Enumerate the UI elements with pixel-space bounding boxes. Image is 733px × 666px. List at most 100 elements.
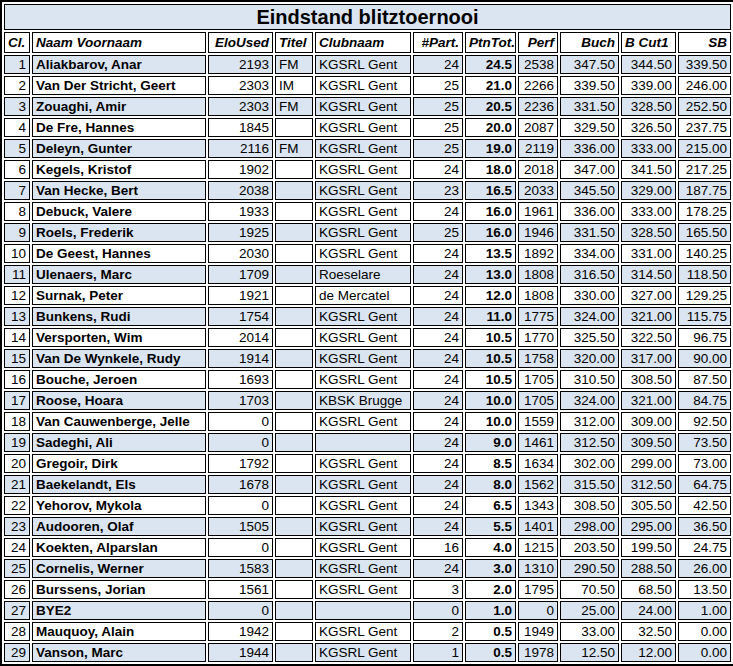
cell-perf: 2018 [518, 160, 558, 179]
cell-buch: 33.00 [560, 622, 619, 641]
cell-cl: 9 [4, 223, 30, 242]
cell-titel [275, 349, 313, 368]
cell-titel [275, 433, 313, 452]
cell-titel [275, 391, 313, 410]
cell-buch: 70.50 [560, 580, 619, 599]
table-row: 20Gregoir, Dirk1792KGSRL Gent248.5163430… [4, 454, 731, 473]
cell-part: 24 [413, 328, 463, 347]
table-row: 8Debuck, Valere1933KGSRL Gent2416.019613… [4, 202, 731, 221]
table-row: 21Baekelandt, Els1678KGSRL Gent248.01562… [4, 475, 731, 494]
cell-buch: 308.50 [560, 496, 619, 515]
cell-ptn: 3.0 [465, 559, 516, 578]
cell-part: 24 [413, 412, 463, 431]
cell-perf: 2538 [518, 55, 558, 74]
cell-name: Roels, Frederik [32, 223, 206, 242]
cell-club: KGSRL Gent [315, 202, 411, 221]
cell-name: Cornelis, Werner [32, 559, 206, 578]
cell-buch: 347.50 [560, 55, 619, 74]
cell-part: 24 [413, 265, 463, 284]
cell-ptn: 9.0 [465, 433, 516, 452]
cell-bcut1: 328.50 [621, 223, 676, 242]
cell-club: KGSRL Gent [315, 97, 411, 116]
cell-name: Versporten, Wim [32, 328, 206, 347]
cell-ptn: 12.0 [465, 286, 516, 305]
cell-ptn: 13.5 [465, 244, 516, 263]
cell-titel [275, 181, 313, 200]
cell-perf: 1775 [518, 307, 558, 326]
table-row: 10De Geest, Hannes2030KGSRL Gent2413.518… [4, 244, 731, 263]
cell-buch: 12.50 [560, 643, 619, 662]
cell-club: KGSRL Gent [315, 160, 411, 179]
cell-sb: 246.00 [678, 76, 731, 95]
cell-part: 24 [413, 454, 463, 473]
cell-club [315, 433, 411, 452]
table-row: 18Van Cauwenberge, Jelle0KGSRL Gent2410.… [4, 412, 731, 431]
cell-buch: 320.00 [560, 349, 619, 368]
cell-name: Bunkens, Rudi [32, 307, 206, 326]
cell-bcut1: 322.50 [621, 328, 676, 347]
cell-name: Koekten, Alparslan [32, 538, 206, 557]
cell-sb: 84.75 [678, 391, 731, 410]
cell-ptn: 18.0 [465, 160, 516, 179]
cell-sb: 1.00 [678, 601, 731, 620]
cell-part: 2 [413, 622, 463, 641]
cell-titel [275, 265, 313, 284]
cell-cl: 14 [4, 328, 30, 347]
cell-ptn: 16.5 [465, 181, 516, 200]
cell-perf: 1978 [518, 643, 558, 662]
cell-part: 3 [413, 580, 463, 599]
cell-bcut1: 305.50 [621, 496, 676, 515]
cell-name: De Fre, Hannes [32, 118, 206, 137]
cell-buch: 325.50 [560, 328, 619, 347]
cell-cl: 15 [4, 349, 30, 368]
cell-bcut1: 328.50 [621, 97, 676, 116]
cell-club: KGSRL Gent [315, 118, 411, 137]
cell-elo: 0 [208, 601, 273, 620]
cell-cl: 1 [4, 55, 30, 74]
cell-elo: 1792 [208, 454, 273, 473]
cell-perf: 2236 [518, 97, 558, 116]
cell-part: 25 [413, 223, 463, 242]
cell-part: 24 [413, 307, 463, 326]
cell-elo: 2116 [208, 139, 273, 158]
cell-titel [275, 580, 313, 599]
cell-name: Van Cauwenberge, Jelle [32, 412, 206, 431]
standings-page: Eindstand blitztoernooi Cl.Naam Voornaam… [0, 0, 733, 666]
cell-bcut1: 321.00 [621, 307, 676, 326]
cell-sb: 118.50 [678, 265, 731, 284]
table-row: 9Roels, Frederik1925KGSRL Gent2516.01946… [4, 223, 731, 242]
cell-bcut1: 68.50 [621, 580, 676, 599]
cell-part: 16 [413, 538, 463, 557]
cell-name: Kegels, Kristof [32, 160, 206, 179]
cell-ptn: 20.5 [465, 97, 516, 116]
cell-elo: 1583 [208, 559, 273, 578]
cell-bcut1: 339.00 [621, 76, 676, 95]
standings-table: Eindstand blitztoernooi Cl.Naam Voornaam… [0, 0, 733, 666]
cell-ptn: 24.5 [465, 55, 516, 74]
cell-sb: 115.75 [678, 307, 731, 326]
table-row: 26Burssens, Jorian1561KGSRL Gent32.01795… [4, 580, 731, 599]
cell-buch: 336.00 [560, 139, 619, 158]
cell-elo: 1693 [208, 370, 273, 389]
cell-ptn: 6.5 [465, 496, 516, 515]
cell-club: KGSRL Gent [315, 580, 411, 599]
cell-cl: 16 [4, 370, 30, 389]
cell-ptn: 4.0 [465, 538, 516, 557]
cell-buch: 336.00 [560, 202, 619, 221]
cell-titel [275, 496, 313, 515]
cell-name: Aliakbarov, Anar [32, 55, 206, 74]
cell-elo: 2303 [208, 76, 273, 95]
cell-perf: 1808 [518, 286, 558, 305]
column-header-part: #Part. [413, 32, 463, 53]
cell-perf: 1562 [518, 475, 558, 494]
column-header-sb: SB [678, 32, 731, 53]
cell-club: KGSRL Gent [315, 328, 411, 347]
cell-sb: 140.25 [678, 244, 731, 263]
cell-perf: 1949 [518, 622, 558, 641]
cell-bcut1: 321.00 [621, 391, 676, 410]
cell-buch: 329.50 [560, 118, 619, 137]
cell-titel [275, 622, 313, 641]
cell-elo: 1933 [208, 202, 273, 221]
cell-titel [275, 202, 313, 221]
cell-perf: 2266 [518, 76, 558, 95]
